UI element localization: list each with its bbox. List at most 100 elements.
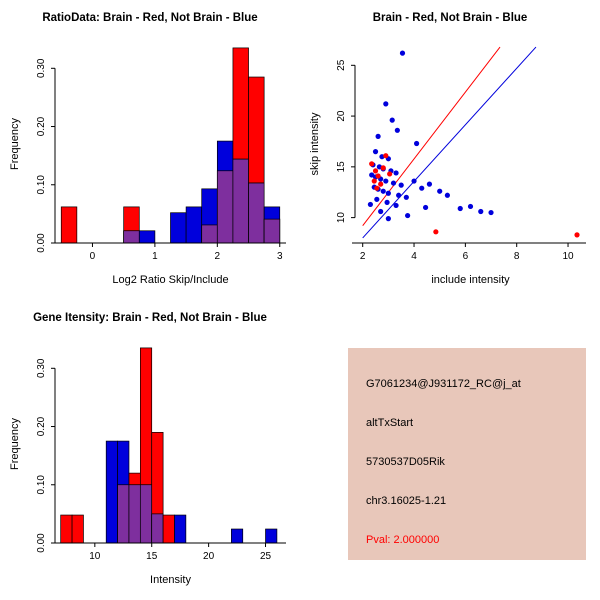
x-tick-label: 8: [514, 251, 520, 262]
x-tick-label: 10: [89, 551, 101, 562]
scatter-point-blue: [414, 140, 420, 147]
scatter-point-blue: [444, 192, 450, 198]
scatter-point-blue: [405, 212, 411, 219]
scatter-point-blue: [457, 205, 463, 212]
scatter-point-blue: [375, 133, 381, 139]
x-tick-label: 2: [360, 251, 366, 262]
hist-bar-blue: [170, 212, 187, 244]
hist-bar-overlap: [123, 230, 140, 244]
x-axis-title: include intensity: [431, 274, 510, 286]
pval-text: Pval: 2.000000: [366, 534, 440, 546]
scatter-point-blue: [467, 203, 474, 210]
y-tick-label: 25: [336, 59, 347, 71]
chart-title: Brain - Red, Not Brain - Blue: [372, 12, 528, 24]
scatter-point-blue: [419, 185, 425, 191]
scatter-point-blue: [390, 180, 397, 186]
scatter-point-blue: [396, 192, 402, 198]
y-tick-label: 0.00: [36, 533, 47, 553]
scatter-point-blue: [393, 170, 399, 176]
scatter-point-blue: [393, 202, 399, 209]
hist-bar-overlap: [117, 484, 130, 544]
hist-bar-overlap: [151, 513, 164, 544]
info-line: G7061234@J931172_RC@j_at: [366, 378, 521, 390]
intensity-scatter-panel: Brain - Red, Not Brain - Blue 2 4 6 8 10 10 15…: [300, 0, 600, 300]
y-axis-title: Frequency: [9, 418, 21, 470]
scatter-point-red: [372, 168, 379, 174]
scatter-point-blue: [383, 101, 389, 107]
hist-bar-overlap: [139, 484, 153, 544]
hist-bar-overlap: [232, 158, 249, 244]
ratio-histogram-panel: RatioData: Brain - Red, Not Brain - Blue…: [0, 0, 300, 300]
scatter-point-blue: [372, 149, 379, 155]
histogram-bars: [60, 347, 278, 544]
info-line: chr3.16025-1.21: [366, 495, 447, 507]
hist-bar-blue: [174, 514, 187, 544]
hist-bar-overlap: [201, 224, 218, 244]
scatter-point-red: [380, 165, 386, 171]
y-axis-title: Frequency: [9, 118, 21, 170]
scatter-point-red: [375, 173, 381, 179]
scatter-point-blue: [385, 190, 391, 196]
y-tick-label: 0.30: [36, 58, 47, 78]
y-tick-label: 0.10: [36, 475, 47, 495]
scatter-point-blue: [394, 127, 400, 133]
y-tick-label: 0.00: [36, 233, 47, 253]
x-axis-title: Log2 Ratio Skip/Include: [112, 274, 228, 286]
hist-bar-overlap: [128, 484, 141, 544]
scatter-point-blue: [403, 194, 409, 200]
ratio-histogram-plot: 0 1 2 3 0.00 0.10 0.20 0.30 Log2 Ratio Skip/Incl…: [9, 47, 286, 286]
x-tick-label: 25: [260, 551, 272, 562]
x-axis-title: Intensity: [150, 574, 191, 586]
scatter-point-blue: [478, 208, 484, 215]
axes: 10 15 20 25 0.00 0.10 0.20 0.30 Intensity Frequen…: [9, 358, 286, 586]
y-tick-label: 10: [336, 212, 347, 224]
scatter-point-red: [433, 229, 439, 235]
hist-bar-red: [60, 206, 78, 244]
hist-bar-blue: [105, 440, 118, 544]
fit-line-red: [362, 46, 501, 227]
scatter-point-red: [369, 161, 375, 167]
y-tick-label: 20: [336, 110, 347, 122]
gene-intensity-histogram-plot: 10 15 20 25 0.00 0.10 0.20 0.30 Intensity Frequen…: [9, 347, 286, 586]
hist-bar-overlap: [216, 170, 234, 244]
scatter-point-blue: [380, 188, 386, 194]
hist-bar-blue: [265, 528, 278, 544]
y-axis-title: skip intensity: [309, 112, 321, 175]
scatter-point-blue: [367, 201, 373, 208]
scatter-point-red: [374, 185, 380, 191]
scatter-point-blue: [378, 208, 384, 215]
scatter-point-blue: [384, 199, 390, 205]
y-tick-label: 0.30: [36, 358, 47, 378]
scatter-point-blue: [437, 188, 443, 194]
info-line: 5730537D05Rik: [366, 456, 445, 468]
y-tick-label: 15: [336, 161, 347, 173]
scatter-point-red: [574, 232, 580, 238]
x-tick-label: 1: [152, 251, 158, 262]
scatter-point-red: [371, 178, 377, 184]
chart-title: Gene Itensity: Brain - Red, Not Brain - …: [33, 312, 267, 324]
axes: 2 4 6 8 10 10 15 20 25 include intensity skip inte…: [309, 59, 586, 286]
y-tick-label: 0.20: [36, 116, 47, 136]
scatter-point-blue: [411, 178, 417, 184]
scatter-point-blue: [374, 196, 380, 202]
scatter-point-blue: [385, 216, 391, 222]
hist-bar-blue: [185, 206, 203, 244]
fit-line-blue: [362, 46, 537, 239]
x-tick-label: 0: [90, 251, 96, 262]
x-tick-label: 4: [411, 251, 417, 262]
x-tick-label: 20: [203, 551, 215, 562]
histogram-bars: [60, 47, 281, 244]
scatter-point-red: [387, 171, 393, 177]
x-tick-label: 6: [463, 251, 469, 262]
y-tick-label: 0.20: [36, 416, 47, 436]
hist-bar-overlap: [263, 218, 281, 244]
info-line: altTxStart: [366, 417, 414, 429]
scatter-point-blue: [389, 117, 395, 123]
x-tick-label: 15: [146, 551, 158, 562]
x-tick-label: 3: [277, 251, 283, 262]
scatter-content: [362, 46, 580, 239]
scatter-point-blue: [426, 181, 433, 187]
info-box: G7061234@J931172_RC@j_at altTxStart 573053…: [348, 348, 586, 560]
chart-title: RatioData: Brain - Red, Not Brain - Blue: [42, 12, 258, 24]
